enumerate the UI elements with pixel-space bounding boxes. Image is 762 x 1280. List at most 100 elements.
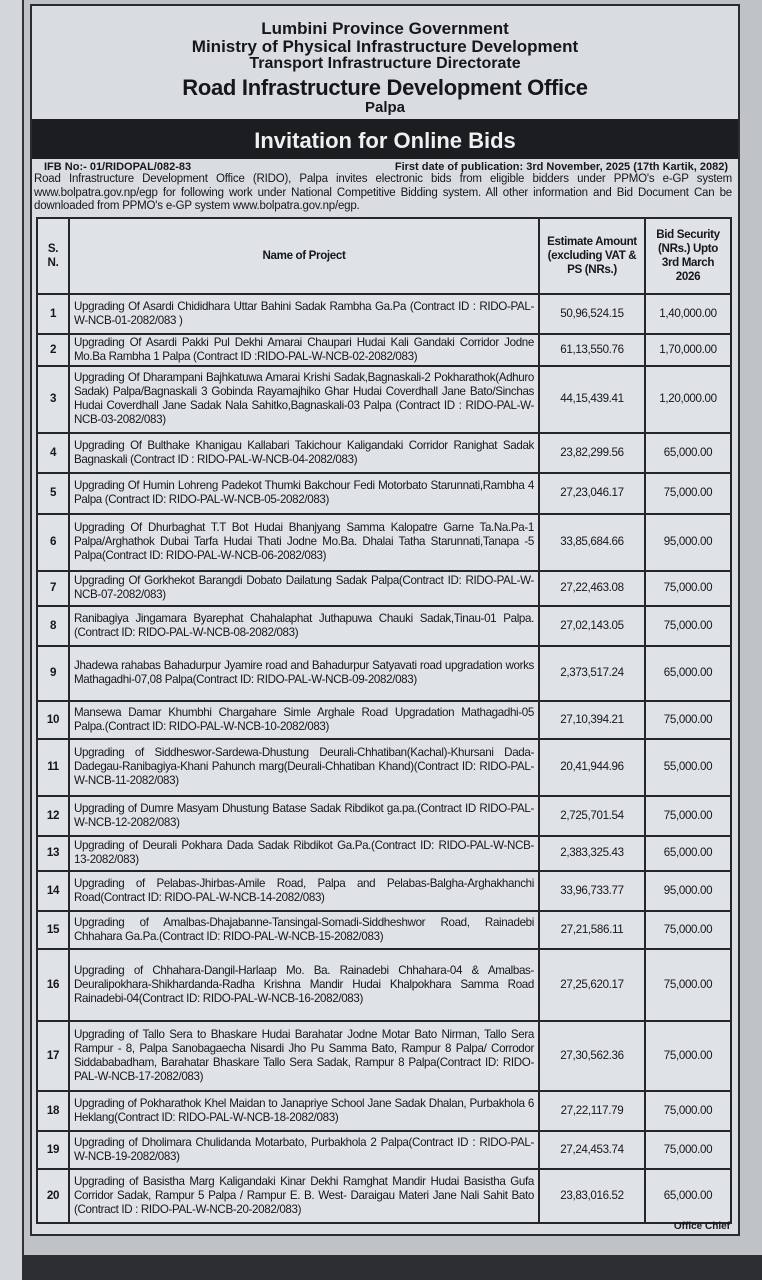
office-location: Palpa <box>364 98 406 116</box>
bid-security: 65,000.00 <box>644 1167 732 1224</box>
table-row: 6 Upgrading Of Dhurbaghat T.T Bot Hudai B… <box>36 512 732 572</box>
bid-security: 95,000.00 <box>644 869 732 912</box>
table-row: 15 Upgrading of Amalbas-Dhajabanne-Tansin… <box>36 909 732 950</box>
row-number: 1 <box>36 292 70 335</box>
row-number: 16 <box>36 947 70 1022</box>
table-row: 16 Upgrading of Chhahara-Dangil-Harlaap M… <box>36 947 732 1022</box>
project-name: Upgrading Of Bulthake Khanigau Kallabari… <box>68 431 540 474</box>
bid-notice: Lumbini Province Government Ministry of … <box>30 4 740 1236</box>
row-number: 12 <box>36 794 70 837</box>
estimate-amount: 20,41,944.96 <box>538 737 646 797</box>
table-row: 18 Upgrading of Pokharathok Khel Maidan t… <box>36 1089 732 1132</box>
bid-security: 65,000.00 <box>644 431 732 474</box>
estimate-amount: 23,82,299.56 <box>538 431 646 474</box>
bid-security: 95,000.00 <box>644 512 732 572</box>
ministry-name: Ministry of Physical Infrastructure Deve… <box>191 36 579 56</box>
project-name: Upgrading Of Dhurbaghat T.T Bot Hudai Bh… <box>68 512 540 572</box>
directorate-name: Transport Infrastructure Directorate <box>249 54 521 72</box>
bid-security: 75,000.00 <box>644 1129 732 1170</box>
bid-security: 55,000.00 <box>644 737 732 797</box>
bid-security: 1,20,000.00 <box>644 364 732 434</box>
row-number: 15 <box>36 909 70 950</box>
project-name: Upgrading of Deurali Pokhara Dada Sadak … <box>68 834 540 872</box>
project-name: Upgrading Of Gorkhekot Barangdi Dobato D… <box>68 569 540 607</box>
table-row: 4 Upgrading Of Bulthake Khanigau Kallabar… <box>36 431 732 474</box>
table-row: 10 Mansewa Damar Khumbhi Chargahare Simle… <box>36 699 732 740</box>
row-number: 13 <box>36 834 70 872</box>
row-number: 7 <box>36 569 70 607</box>
bid-security: 75,000.00 <box>644 1019 732 1092</box>
project-name: Ranibagiya Jingamara Byarephat Chahalaph… <box>68 604 540 647</box>
bid-security: 75,000.00 <box>644 569 732 607</box>
table-row: 11 Upgrading of Siddheswor-Sardewa-Dhustu… <box>36 737 732 797</box>
publication-date: First date of publication: 3rd November,… <box>394 161 728 174</box>
estimate-amount: 33,85,684.66 <box>538 512 646 572</box>
project-name: Upgrading of Dholimara Chulidanda Motarb… <box>68 1129 540 1170</box>
project-name: Upgrading Of Asardi Chididhara Uttar Bah… <box>68 292 540 335</box>
estimate-amount: 50,96,524.15 <box>538 292 646 335</box>
bid-security: 75,000.00 <box>644 794 732 837</box>
government-name: Lumbini Province Government <box>261 19 509 38</box>
row-number: 11 <box>36 737 70 797</box>
intro-paragraph: Road Infrastructure Development Office (… <box>34 173 732 212</box>
row-number: 18 <box>36 1089 70 1132</box>
projects-table: S. N. Name of Project Estimate Amount (e… <box>36 216 732 1224</box>
project-name: Upgrading of Basistha Marg Kaligandaki K… <box>68 1167 540 1224</box>
project-name: Upgrading of Pokharathok Khel Maidan to … <box>68 1089 540 1132</box>
notice-title: Invitation for Online Bids <box>32 119 738 160</box>
estimate-amount: 27,10,394.21 <box>538 699 646 740</box>
estimate-amount: 2,383,325.43 <box>538 834 646 872</box>
estimate-amount: 2,725,701.54 <box>538 794 646 837</box>
bid-security: 75,000.00 <box>644 471 732 515</box>
table-row: 12 Upgrading of Dumre Masyam Dhustung Bat… <box>36 794 732 837</box>
project-name: Upgrading of Amalbas-Dhajabanne-Tansinga… <box>68 909 540 950</box>
table-row: 5 Upgrading Of Humin Lohreng Padekot Thum… <box>36 471 732 515</box>
header-project-name: Name of Project <box>68 216 540 295</box>
project-name: Jhadewa rahabas Bahadurpur Jyamire road … <box>68 644 540 702</box>
bid-security: 1,70,000.00 <box>644 332 732 367</box>
estimate-amount: 27,24,453.74 <box>538 1129 646 1170</box>
project-name: Upgrading of Dumre Masyam Dhustung Batas… <box>68 794 540 837</box>
estimate-amount: 27,23,046.17 <box>538 471 646 515</box>
table-row: 14 Upgrading of Pelabas-Jhirbas-Amile Roa… <box>36 869 732 912</box>
estimate-amount: 27,02,143.05 <box>538 604 646 647</box>
row-number: 4 <box>36 431 70 474</box>
table-row: 2 Upgrading Of Asardi Pakki Pul Dekhi Ama… <box>36 332 732 367</box>
table-row: 19 Upgrading of Dholimara Chulidanda Mota… <box>36 1129 732 1170</box>
ifb-line: IFB No:- 01/RIDOPAL/082-83 First date of… <box>32 159 738 173</box>
header-estimate: Estimate Amount (excluding VAT & PS (NRs… <box>538 216 646 295</box>
table-row: 13 Upgrading of Deurali Pokhara Dada Sada… <box>36 834 732 872</box>
ifb-number: IFB No:- 01/RIDOPAL/082-83 <box>44 161 192 174</box>
table-row: 7 Upgrading Of Gorkhekot Barangdi Dobato … <box>36 569 732 607</box>
estimate-amount: 27,25,620.17 <box>538 947 646 1022</box>
project-name: Mansewa Damar Khumbhi Chargahare Simle A… <box>68 699 540 740</box>
row-number: 5 <box>36 471 70 515</box>
table-row: 8 Ranibagiya Jingamara Byarephat Chahalap… <box>36 604 732 647</box>
table-header-row: S. N. Name of Project Estimate Amount (e… <box>36 216 732 295</box>
bid-security: 75,000.00 <box>644 947 732 1022</box>
estimate-amount: 27,22,117.79 <box>538 1089 646 1132</box>
header-sn: S. N. <box>36 216 70 295</box>
project-name: Upgrading Of Humin Lohreng Padekot Thumk… <box>68 471 540 515</box>
row-number: 3 <box>36 364 70 434</box>
row-number: 19 <box>36 1129 70 1170</box>
estimate-amount: 2,373,517.24 <box>538 644 646 702</box>
table-row: 9 Jhadewa rahabas Bahadurpur Jyamire road… <box>36 644 732 702</box>
table-row: 3 Upgrading Of Dharampani Bajhkatuwa Amar… <box>36 364 732 434</box>
project-name: Upgrading of Tallo Sera to Bhaskare Huda… <box>68 1019 540 1092</box>
project-name: Upgrading of Chhahara-Dangil-Harlaap Mo.… <box>68 947 540 1022</box>
row-number: 14 <box>36 869 70 912</box>
bid-security: 75,000.00 <box>644 699 732 740</box>
row-number: 2 <box>36 332 70 367</box>
estimate-amount: 27,22,463.08 <box>538 569 646 607</box>
row-number: 17 <box>36 1019 70 1092</box>
estimate-amount: 33,96,733.77 <box>538 869 646 912</box>
table-row: 17 Upgrading of Tallo Sera to Bhaskare Hu… <box>36 1019 732 1092</box>
bid-security: 65,000.00 <box>644 834 732 872</box>
office-name: Road Infrastructure Development Office <box>182 75 588 101</box>
header-bid-security: Bid Security (NRs.) Upto 3rd March 2026 <box>644 216 732 295</box>
page-bottom-edge <box>22 1255 762 1280</box>
estimate-amount: 23,83,016.52 <box>538 1167 646 1224</box>
bid-security: 75,000.00 <box>644 604 732 647</box>
project-name: Upgrading Of Dharampani Bajhkatuwa Amara… <box>68 364 540 434</box>
